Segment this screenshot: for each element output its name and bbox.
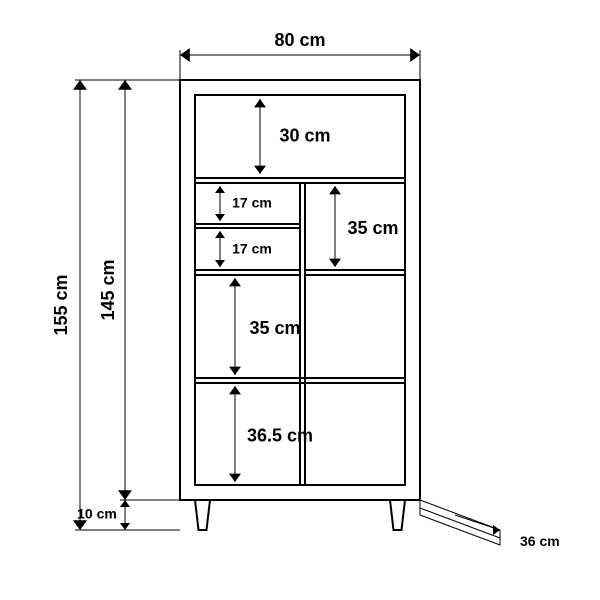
dim-width-label: 80 cm xyxy=(274,30,325,50)
dim-total-height-label: 155 cm xyxy=(51,274,71,335)
dim-35r-label: 35 cm xyxy=(347,218,398,238)
dim-36-label: 36.5 cm xyxy=(247,425,313,445)
dim-leg-height-label: 10 cm xyxy=(77,506,117,522)
cabinet-leg xyxy=(390,500,405,530)
dim-30-label: 30 cm xyxy=(279,125,330,145)
cabinet-leg xyxy=(195,500,210,530)
dim-35l-label: 35 cm xyxy=(249,318,300,338)
dim-depth-label: 36 cm xyxy=(520,533,560,549)
dim-17a-label: 17 cm xyxy=(232,195,272,211)
dim-17b-label: 17 cm xyxy=(232,241,272,257)
furniture-dimension-diagram: 80 cm 155 cm 145 cm 10 cm 30 cm 17 cm 17 cm 35 … xyxy=(0,0,600,600)
dim-body-height-label: 145 cm xyxy=(98,259,118,320)
